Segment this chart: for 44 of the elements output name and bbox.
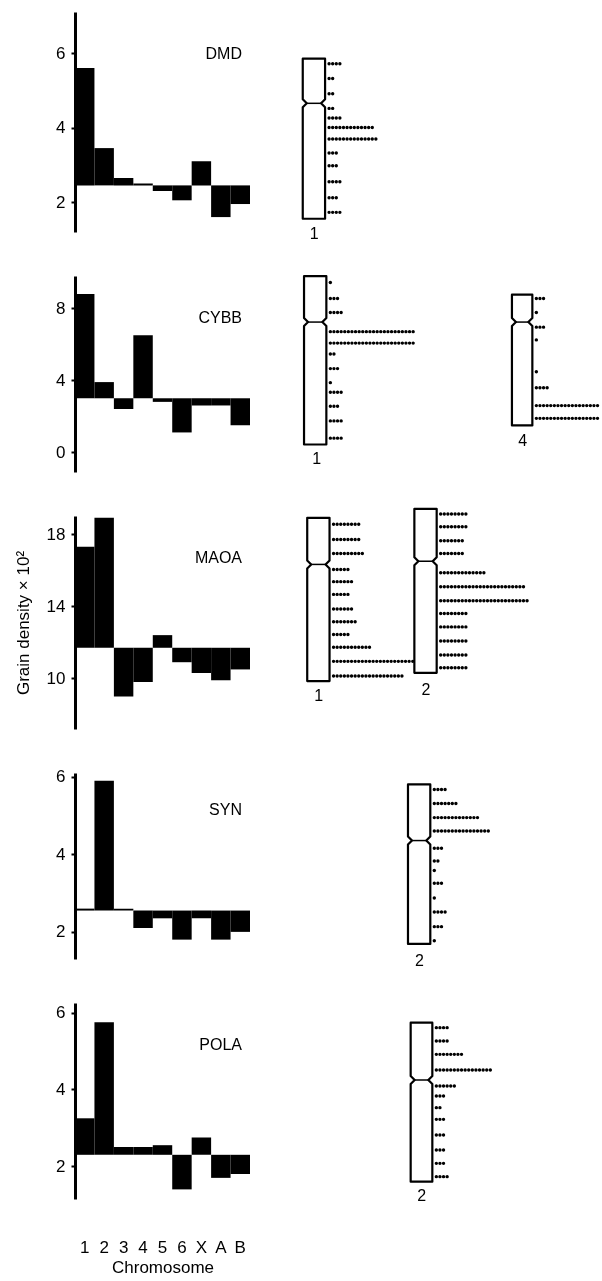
text: DMD	[205, 45, 242, 62]
text: 4	[518, 432, 528, 450]
text: 2	[421, 680, 431, 698]
y-tick-label: 14	[46, 596, 66, 616]
text: 2	[415, 951, 425, 969]
y-tick-label: 2	[56, 192, 66, 212]
x-tick-label: X	[195, 1237, 208, 1257]
x-tick-label: 2	[99, 1237, 109, 1257]
y-tick-label: 2	[56, 1156, 66, 1176]
text: 1	[314, 687, 324, 705]
bar	[113, 398, 134, 410]
x-tick-label: B	[234, 1237, 246, 1257]
text: 2	[417, 1187, 427, 1204]
x-tick-label: 5	[157, 1237, 168, 1257]
y-axis-title: Grain density × 10²	[13, 550, 33, 696]
y-tick-label: 2	[56, 922, 66, 942]
x-tick-label: 6	[177, 1237, 187, 1257]
text: POLA	[199, 1036, 243, 1053]
x-axis-title: Chromosome	[111, 1257, 215, 1277]
x-tick-label: 3	[118, 1237, 129, 1257]
y-tick-label: 10	[46, 668, 66, 688]
bar	[152, 635, 173, 648]
text: CYBB	[198, 309, 242, 326]
text: SYN	[209, 800, 242, 818]
bar	[172, 1154, 192, 1190]
y-tick-label: 0	[56, 442, 66, 462]
x-tick-label: 4	[138, 1237, 148, 1257]
text: 1	[312, 449, 322, 467]
y-tick-label: 18	[46, 524, 66, 544]
bar	[133, 335, 153, 399]
bar	[191, 1137, 212, 1155]
bar	[191, 161, 212, 186]
x-tick-label: 1	[79, 1237, 90, 1257]
y-tick-label: 4	[56, 1079, 66, 1099]
y-tick-label: 4	[56, 370, 66, 390]
text: 1	[309, 224, 319, 242]
y-tick-label: 8	[56, 298, 66, 318]
y-tick-label: 4	[56, 118, 66, 138]
y-tick-label: 6	[56, 43, 66, 63]
y-tick-label: 4	[56, 844, 66, 864]
text: MAOA	[194, 549, 243, 566]
y-tick-label: 6	[56, 767, 66, 787]
x-tick-label: A	[215, 1237, 228, 1257]
y-tick-label: 6	[56, 1003, 66, 1023]
